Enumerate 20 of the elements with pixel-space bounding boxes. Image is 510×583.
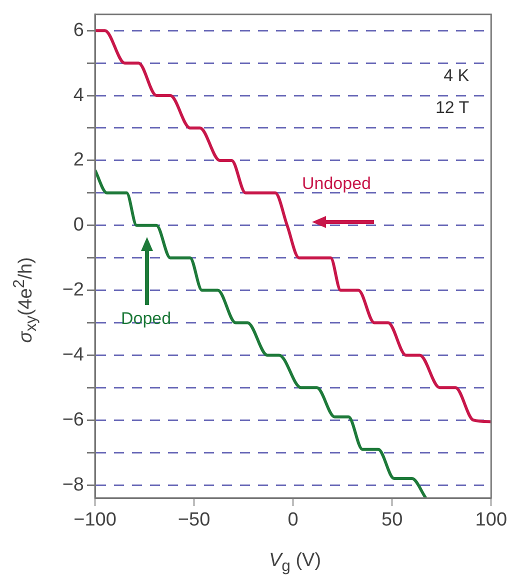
y-tick-label: −2 <box>62 280 84 301</box>
annotation: 4 K <box>444 66 470 86</box>
annotation: 12 T <box>435 98 470 118</box>
x-tick-label: −50 <box>178 510 210 531</box>
annotation: Undoped <box>302 174 372 194</box>
y-tick-label: −8 <box>62 474 84 496</box>
y-tick-label: 4 <box>73 84 84 106</box>
x-tick-label: −100 <box>74 510 116 531</box>
y-tick-label: −4 <box>62 344 84 366</box>
line-series <box>95 29 492 424</box>
y-tick-label: 0 <box>73 214 84 236</box>
y-tick-label: −6 <box>62 409 84 430</box>
x-axis-title: V$_{g}$ (V) <box>268 550 322 576</box>
x-tick-label: 100 <box>475 510 507 531</box>
x-tick-label: 0 <box>288 510 298 531</box>
y-tick-label: 6 <box>73 20 84 41</box>
annotation: Doped <box>121 309 172 329</box>
x-tick-label: 50 <box>382 510 403 531</box>
line-series <box>95 168 428 498</box>
y-tick-label: 2 <box>73 150 84 171</box>
